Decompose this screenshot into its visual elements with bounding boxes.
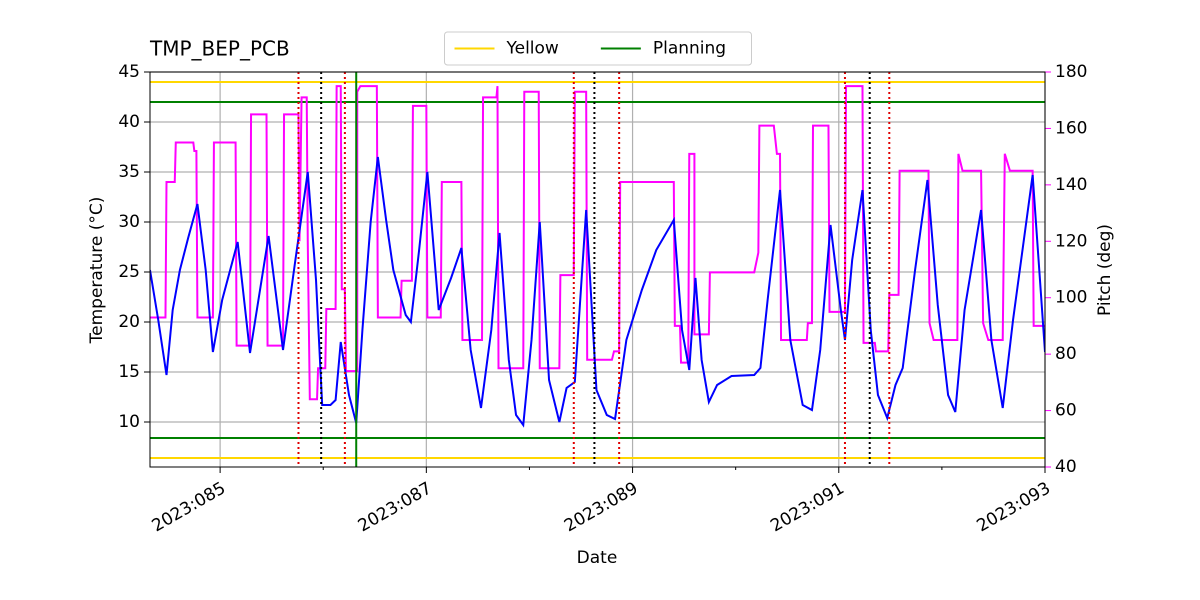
y2-axis-label: Pitch (deg) xyxy=(1095,224,1115,316)
x-tick-label: 2023:089 xyxy=(561,478,642,536)
data-line xyxy=(150,156,1045,428)
legend-label: Planning xyxy=(653,39,726,59)
y-tick-label: 30 xyxy=(118,212,140,232)
y2-tick-label: 160 xyxy=(1055,118,1087,138)
y-tick-label: 10 xyxy=(118,412,140,432)
y-tick-label: 25 xyxy=(118,262,140,282)
x-tick-label: 2023:087 xyxy=(355,478,436,536)
y-axis-label: Temperature (°C) xyxy=(87,197,107,345)
x-axis-label: Date xyxy=(577,548,618,568)
legend-label: Yellow xyxy=(506,39,559,59)
y2-tick-label: 40 xyxy=(1055,457,1077,477)
y2-tick-label: 80 xyxy=(1055,344,1077,364)
y-tick-label: 45 xyxy=(118,62,140,82)
legend-box xyxy=(444,31,752,66)
y-tick-label: 40 xyxy=(118,112,140,132)
x-tick-label: 2023:091 xyxy=(767,478,848,536)
y2-tick-label: 60 xyxy=(1055,401,1077,421)
y2-tick-label: 140 xyxy=(1055,175,1087,195)
x-tick-label: 2023:093 xyxy=(973,478,1054,536)
y2-tick-label: 100 xyxy=(1055,288,1087,308)
y2-tick-label: 120 xyxy=(1055,231,1087,251)
chart-title: TMP_BEP_PCB xyxy=(149,37,290,61)
data-line xyxy=(150,85,1045,401)
y-tick-label: 35 xyxy=(118,162,140,182)
y-tick-label: 15 xyxy=(118,362,140,382)
x-tick-label: 2023:085 xyxy=(149,478,230,536)
plot-frame xyxy=(149,71,1046,468)
y2-tick-label: 180 xyxy=(1055,62,1087,82)
y-tick-label: 20 xyxy=(118,312,140,332)
